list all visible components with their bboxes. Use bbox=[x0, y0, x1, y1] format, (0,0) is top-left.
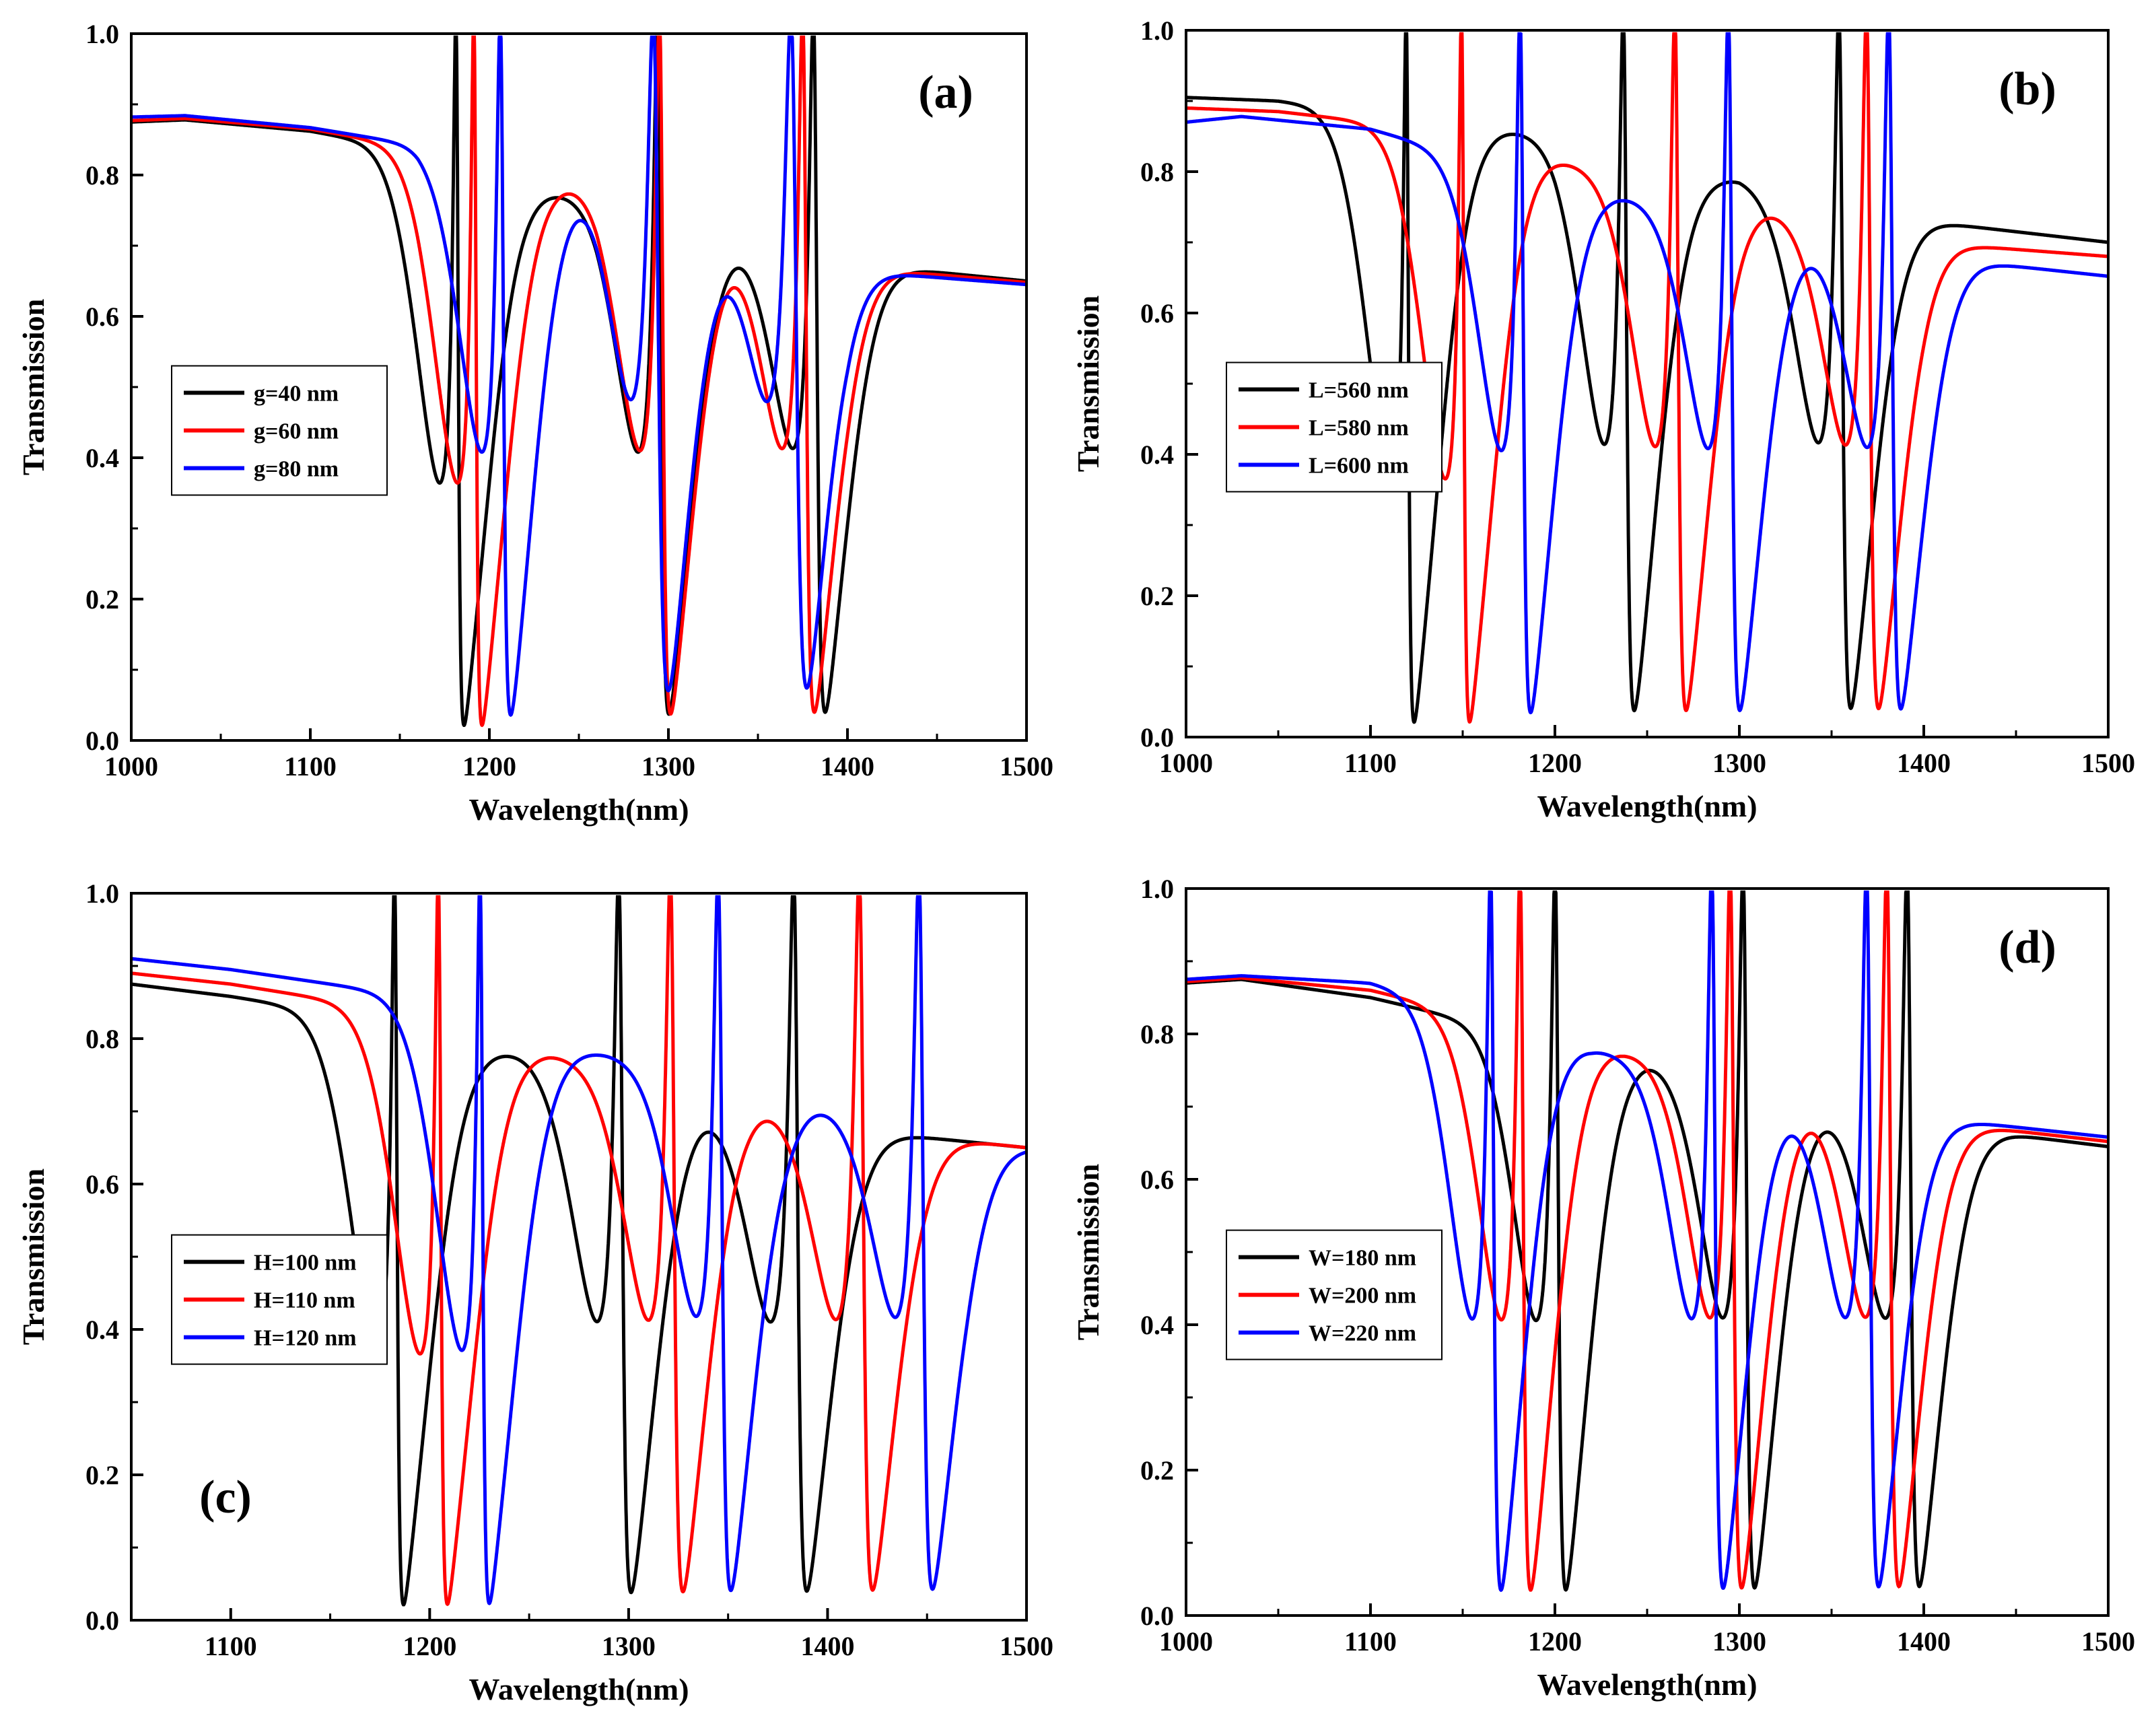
y-tick-label: 0.8 bbox=[1140, 157, 1174, 187]
x-tick-label: 1100 bbox=[284, 751, 337, 782]
x-axis-title: Wavelength(nm) bbox=[468, 792, 689, 827]
panel-a: 1000 1100 1200 1300 1400 1500 0.0 0.2 0.4 0.6 0.8 1… bbox=[16, 19, 1053, 827]
y-axis-title: Transmission bbox=[16, 299, 50, 475]
y-axis-title: Transmission bbox=[1071, 1164, 1105, 1340]
x-axis-title: Wavelength(nm) bbox=[1537, 1667, 1757, 1702]
y-tick-label: 0.2 bbox=[1140, 581, 1174, 611]
y-tick-label: 0.6 bbox=[1140, 298, 1174, 328]
x-tick-label: 1300 bbox=[1712, 748, 1766, 778]
series-line-3 bbox=[1186, 890, 2108, 1593]
legend-label: W=200 nm bbox=[1309, 1284, 1416, 1309]
x-tick-label: 1000 bbox=[1159, 1626, 1213, 1657]
legend-label: L=560 nm bbox=[1309, 378, 1409, 403]
x-tick-label: 1100 bbox=[1344, 1626, 1397, 1657]
x-tick-label: 1000 bbox=[1159, 748, 1213, 778]
legend-label: g=60 nm bbox=[254, 419, 339, 444]
panel-c: 1100 1200 1300 1400 1500 0.0 0.2 0.4 0.6 0.8 1.0 Wa… bbox=[16, 878, 1053, 1706]
x-tick-label: 1300 bbox=[641, 751, 695, 782]
panel-label: (b) bbox=[1999, 63, 2056, 115]
y-tick-label: 1.0 bbox=[1140, 874, 1174, 904]
y-tick-label: 0.0 bbox=[1140, 722, 1174, 753]
x-axis-title: Wavelength(nm) bbox=[1537, 789, 1757, 823]
y-tick-label: 0.2 bbox=[1140, 1455, 1174, 1486]
legend-label: H=110 nm bbox=[254, 1288, 355, 1313]
y-tick-label: 0.0 bbox=[1140, 1601, 1174, 1631]
x-tick-label: 1200 bbox=[403, 1631, 456, 1661]
legend-label: g=40 nm bbox=[254, 382, 339, 407]
series-line-3 bbox=[131, 35, 1027, 717]
legend-label: L=580 nm bbox=[1309, 416, 1409, 441]
series-line-3 bbox=[1186, 32, 2108, 715]
legend-label: W=220 nm bbox=[1309, 1321, 1416, 1346]
x-tick-label: 1500 bbox=[1000, 751, 1053, 782]
series-line-1 bbox=[131, 35, 1027, 727]
x-tick-label: 1200 bbox=[1528, 748, 1582, 778]
x-tick-label: 1300 bbox=[602, 1631, 656, 1661]
y-tick-label: 1.0 bbox=[85, 878, 119, 909]
series-line-2 bbox=[131, 895, 1027, 1606]
y-tick-label: 0.4 bbox=[1140, 440, 1174, 470]
y-tick-label: 0.6 bbox=[85, 302, 119, 332]
legend-label: H=100 nm bbox=[254, 1251, 357, 1276]
x-tick-label: 1400 bbox=[1897, 1626, 1951, 1657]
legend-label: H=120 nm bbox=[254, 1326, 357, 1351]
panel-label: (d) bbox=[1999, 922, 2056, 973]
y-tick-label: 0.2 bbox=[85, 584, 119, 615]
y-tick-label: 0.4 bbox=[85, 443, 119, 473]
x-tick-label: 1100 bbox=[205, 1631, 257, 1661]
x-axis-title: Wavelength(nm) bbox=[468, 1672, 689, 1706]
x-tick-label: 1300 bbox=[1712, 1626, 1766, 1657]
y-tick-label: 1.0 bbox=[1140, 15, 1174, 46]
legend-label: W=180 nm bbox=[1309, 1246, 1416, 1271]
y-tick-label: 0.8 bbox=[85, 160, 119, 190]
y-tick-label: 0.8 bbox=[1140, 1019, 1174, 1049]
y-tick-label: 0.4 bbox=[1140, 1310, 1174, 1340]
y-tick-label: 0.6 bbox=[1140, 1165, 1174, 1195]
y-tick-label: 0.0 bbox=[85, 1605, 119, 1636]
series-line-2 bbox=[1186, 890, 2108, 1592]
y-tick-label: 0.4 bbox=[85, 1315, 119, 1345]
series-line-3 bbox=[131, 895, 1027, 1605]
x-tick-label: 1200 bbox=[1528, 1626, 1582, 1657]
x-tick-label: 1400 bbox=[800, 1631, 854, 1661]
x-tick-label: 1100 bbox=[1344, 748, 1397, 778]
x-tick-label: 1200 bbox=[462, 751, 516, 782]
legend-label: L=600 nm bbox=[1309, 454, 1409, 479]
series-line-2 bbox=[1186, 32, 2108, 724]
x-tick-label: 1400 bbox=[821, 751, 874, 782]
x-tick-label: 1500 bbox=[2081, 1626, 2135, 1657]
y-tick-label: 0.2 bbox=[85, 1460, 119, 1490]
panel-label: (c) bbox=[199, 1471, 252, 1523]
y-tick-label: 0.6 bbox=[85, 1169, 119, 1200]
y-tick-label: 1.0 bbox=[85, 19, 119, 49]
panel-b: 1000 1100 1200 1300 1400 1500 0.0 0.2 0.4 0.6 0.8 1… bbox=[1071, 15, 2135, 823]
series-line-1 bbox=[1186, 32, 2108, 724]
y-tick-label: 0.0 bbox=[85, 726, 119, 756]
x-tick-label: 1000 bbox=[104, 751, 158, 782]
legend-label: g=80 nm bbox=[254, 457, 339, 482]
y-axis-title: Transmission bbox=[1071, 296, 1105, 472]
y-axis-title: Transmission bbox=[16, 1169, 50, 1345]
x-tick-label: 1500 bbox=[2081, 748, 2135, 778]
series-line-1 bbox=[131, 895, 1027, 1607]
x-tick-label: 1500 bbox=[1000, 1631, 1053, 1661]
y-tick-label: 0.8 bbox=[85, 1024, 119, 1054]
legend-box bbox=[171, 1234, 388, 1365]
x-tick-label: 1400 bbox=[1897, 748, 1951, 778]
panel-d: 1000 1100 1200 1300 1400 1500 0.0 0.2 0.4 0.6 0.8 1… bbox=[1071, 874, 2135, 1702]
series-line-2 bbox=[131, 35, 1027, 728]
panel-label: (a) bbox=[918, 67, 973, 118]
